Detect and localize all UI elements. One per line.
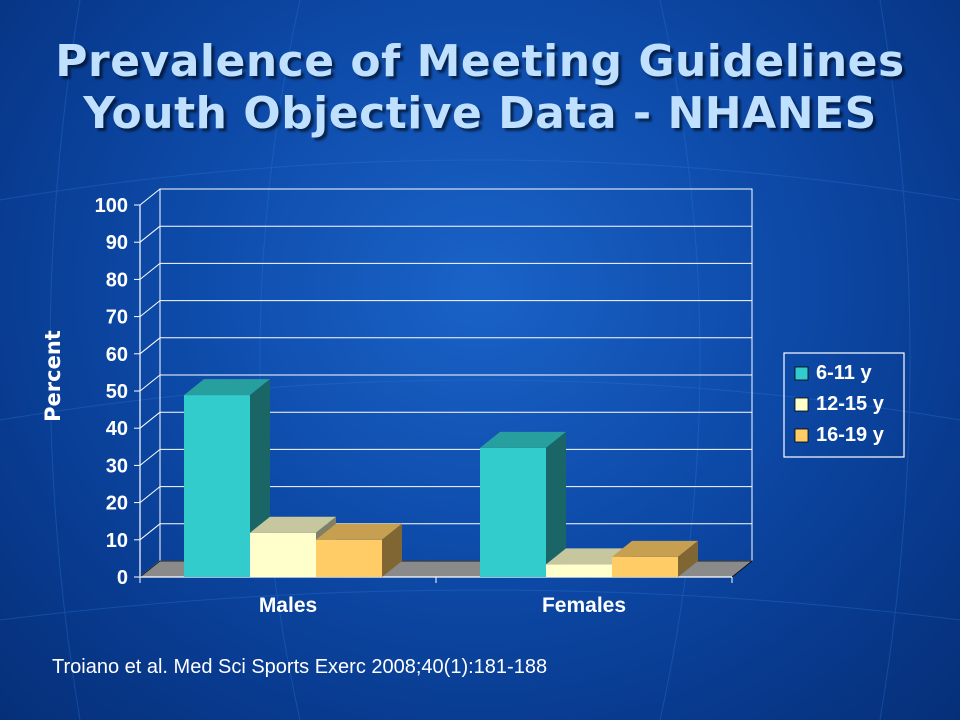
bar-females-2 <box>546 564 612 577</box>
gridline-side <box>139 337 161 355</box>
bar-females-3 <box>612 556 678 577</box>
gridline-side <box>139 374 161 392</box>
bar-side-males-3 <box>382 523 402 577</box>
y-tick-label: 60 <box>106 344 128 366</box>
y-tick-label: 0 <box>117 567 128 589</box>
gridline-side <box>139 449 161 466</box>
title-line-2: Youth Objective Data - NHANES <box>83 88 877 139</box>
citation: Troiano et al. Med Sci Sports Exerc 2008… <box>52 656 548 678</box>
bar-side-females-1 <box>546 431 566 577</box>
y-tick-label: 40 <box>106 418 128 440</box>
bar-males-1 <box>184 395 250 577</box>
bar-top-males-1 <box>184 379 270 396</box>
gridline-side <box>139 300 161 317</box>
bar-top-females-2 <box>546 548 632 565</box>
gridline-side <box>139 225 161 243</box>
y-axis-title: Percent <box>41 330 65 422</box>
x-category-label: Males <box>259 594 317 617</box>
y-tick-label: 30 <box>106 455 128 477</box>
y-tick-label: 70 <box>106 307 128 329</box>
gridline-side <box>139 523 161 541</box>
y-tick-label: 100 <box>95 195 128 217</box>
bar-top-females-3 <box>612 540 698 557</box>
y-tick-label: 10 <box>106 530 128 552</box>
y-tick-label: 90 <box>106 232 128 254</box>
legend-swatch-2 <box>794 397 809 412</box>
bar-males-3 <box>316 539 382 577</box>
bar-top-females-1 <box>480 431 566 448</box>
gridline-side <box>139 188 161 206</box>
x-category-label: Females <box>542 594 626 617</box>
bar-top-males-3 <box>316 523 402 540</box>
y-tick-label: 20 <box>106 493 128 515</box>
legend-box <box>783 352 905 458</box>
legend-swatch-3 <box>794 428 809 443</box>
legend-label-1: 6-11 y <box>816 362 872 384</box>
legend-swatch-1 <box>794 366 809 381</box>
title-line-1: Prevalence of Meeting Guidelines <box>55 36 905 87</box>
bar-males-2 <box>250 532 316 577</box>
bar-top-males-2 <box>250 516 336 533</box>
bar-females-1 <box>480 447 546 577</box>
gridline-side <box>139 486 161 503</box>
gridline-side <box>139 263 161 280</box>
slide-title: Prevalence of Meeting Guidelines Youth O… <box>0 36 960 140</box>
y-tick-label: 50 <box>106 381 128 403</box>
legend-label-2: 12-15 y <box>816 393 885 415</box>
gridline-side <box>139 411 161 429</box>
bar-side-females-3 <box>678 540 698 577</box>
y-tick-label: 80 <box>106 269 128 291</box>
legend-label-3: 16-19 y <box>816 424 885 446</box>
